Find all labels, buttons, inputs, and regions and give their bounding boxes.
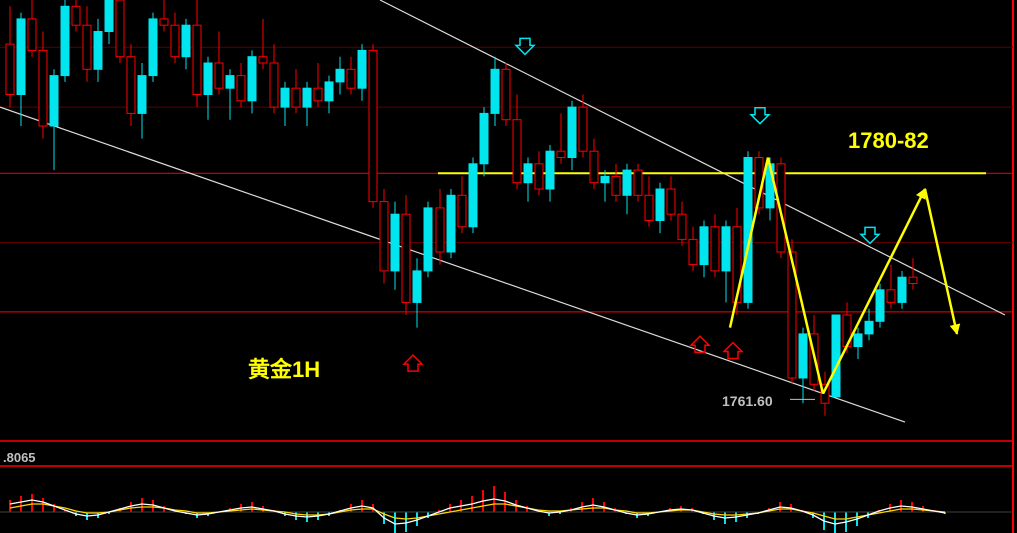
candle-body (623, 170, 631, 195)
candle-body (424, 208, 432, 271)
candle-body (303, 88, 311, 107)
candle-body (645, 195, 653, 220)
candle-body (358, 50, 366, 88)
candle-body (270, 63, 278, 107)
candle-body (909, 277, 917, 283)
candle-body (579, 107, 587, 151)
chart-title-label: 黄金1H (248, 352, 320, 384)
candle-body (402, 214, 410, 302)
candle-body (237, 76, 245, 101)
candle-body (292, 88, 300, 107)
candle-body (127, 57, 135, 114)
candle-body (314, 88, 322, 101)
candle-body (634, 170, 642, 195)
candle-body (469, 164, 477, 227)
candle-body (832, 315, 840, 397)
candle-body (28, 19, 36, 51)
candle-body (722, 227, 730, 271)
candle-body (491, 69, 499, 113)
candle-body (380, 202, 388, 271)
candle-body (413, 271, 421, 303)
candle-body (898, 277, 906, 302)
candle-body (171, 25, 179, 57)
chart-svg[interactable] (0, 0, 1017, 533)
candle-body (436, 208, 444, 252)
candle-body (149, 19, 157, 76)
candle-body (204, 63, 212, 95)
candle-body (546, 151, 554, 189)
candle-body (524, 164, 532, 183)
indicator-value-label: .8065 (3, 450, 36, 465)
candle-body (116, 0, 124, 57)
resistance-level-label: 1780-82 (848, 128, 929, 154)
candle-body (193, 25, 201, 94)
candle-body (226, 76, 234, 89)
candle-body (689, 239, 697, 264)
candle-body (6, 44, 14, 94)
candle-body (160, 19, 168, 25)
candle-body (667, 189, 675, 214)
candle-body (347, 69, 355, 88)
candle-body (83, 25, 91, 69)
candle-body (502, 69, 510, 119)
candle-body (854, 334, 862, 347)
candle-body (887, 290, 895, 303)
candle-body (612, 176, 620, 195)
candle-body (391, 214, 399, 271)
candle-body (656, 189, 664, 221)
candle-body (281, 88, 289, 107)
candle-body (799, 334, 807, 378)
candle-body (39, 50, 47, 126)
candle-body (447, 195, 455, 252)
candle-body (568, 107, 576, 157)
candle-body (138, 76, 146, 114)
candle-body (513, 120, 521, 183)
candle-body (557, 151, 565, 157)
candle-body (215, 63, 223, 88)
candle-body (259, 57, 267, 63)
candle-body (678, 214, 686, 239)
candle-body (182, 25, 190, 57)
candle-body (325, 82, 333, 101)
candle-body (601, 176, 609, 182)
low-price-label: 1761.60 (722, 393, 773, 409)
candle-body (248, 57, 256, 101)
chart-stage: 1780-82 黄金1H 1761.60 .8065 (0, 0, 1017, 533)
candle-body (369, 50, 377, 201)
candle-body (50, 76, 58, 126)
candle-body (105, 0, 113, 32)
candle-body (700, 227, 708, 265)
candle-body (336, 69, 344, 82)
candle-body (876, 290, 884, 322)
candle-body (458, 195, 466, 227)
candle-body (17, 19, 25, 95)
candle-body (711, 227, 719, 271)
candle-body (865, 321, 873, 334)
candle-body (535, 164, 543, 189)
candle-body (590, 151, 598, 183)
candle-body (94, 32, 102, 70)
candle-body (480, 113, 488, 163)
candle-body (61, 6, 69, 75)
candle-body (72, 6, 80, 25)
